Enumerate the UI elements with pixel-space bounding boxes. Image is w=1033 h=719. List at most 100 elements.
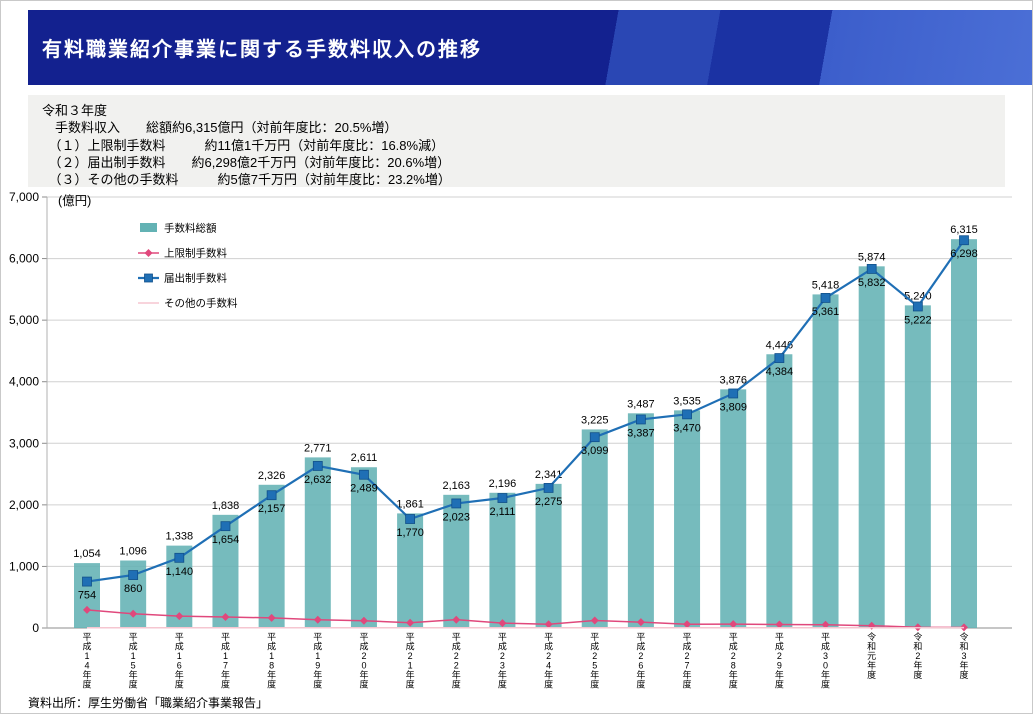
bar-total [582, 429, 608, 628]
marker-notification [821, 293, 830, 302]
bar-total [859, 266, 885, 628]
line-value-label: 5,361 [812, 306, 840, 318]
line-value-label: 2,111 [489, 506, 515, 518]
y-tick-label: 1,000 [9, 559, 39, 573]
bar-value-label: 2,341 [535, 469, 563, 481]
bar-value-label: 3,876 [719, 374, 747, 386]
marker-notification [221, 522, 230, 531]
summary-line-total: 手数料収入 総額約6,315億円（対前年度比：20.5%増） [42, 119, 1005, 136]
bar-value-label: 6,315 [950, 224, 978, 236]
title-banner: 有料職業紹介事業に関する手数料収入の推移 [28, 10, 1033, 85]
bar-total [905, 305, 931, 628]
bar-value-label: 3,487 [627, 398, 655, 410]
bar-value-label: 2,326 [258, 470, 286, 482]
bar-value-label: 1,338 [166, 531, 194, 543]
bar-total [766, 354, 792, 628]
line-value-label: 3,099 [581, 445, 609, 457]
legend-label: その他の手数料 [164, 297, 238, 310]
marker-notification [498, 494, 507, 503]
marker-notification [544, 483, 553, 492]
marker-notification [867, 264, 876, 273]
y-tick-label: 4,000 [9, 375, 39, 389]
bar-total [813, 294, 839, 628]
line-value-label: 1,770 [396, 527, 424, 539]
page-title: 有料職業紹介事業に関する手数料収入の推移 [42, 33, 482, 62]
chart-svg: 01,0002,0003,0004,0005,0006,0007,000(億円)… [0, 190, 1033, 714]
bar-value-label: 1,096 [119, 546, 147, 558]
legend-swatch-total [140, 223, 157, 232]
bar-value-label: 2,163 [442, 480, 470, 492]
y-tick-label: 6,000 [9, 252, 39, 266]
y-tick-label: 2,000 [9, 498, 39, 512]
line-value-label: 3,809 [719, 401, 747, 413]
marker-notification [406, 515, 415, 524]
y-axis-unit-label: (億円) [58, 194, 91, 208]
summary-line-year: 令和３年度 [42, 102, 1005, 119]
bar-value-label: 5,874 [858, 251, 886, 263]
bar-value-label: 3,535 [673, 395, 701, 407]
bar-value-label: 5,418 [812, 279, 840, 291]
line-value-label: 2,157 [258, 503, 286, 515]
marker-notification [636, 415, 645, 424]
line-value-label: 2,023 [442, 511, 470, 523]
summary-box: 令和３年度 手数料収入 総額約6,315億円（対前年度比：20.5%増） （１）… [28, 95, 1005, 187]
marker-notification [83, 577, 92, 586]
bar-total [720, 389, 746, 628]
line-value-label: 4,384 [766, 366, 794, 378]
marker-notification [775, 354, 784, 363]
marker-notification [267, 491, 276, 500]
bar-total [674, 410, 700, 628]
summary-line-other: （３）その他の手数料 約5億7千万円（対前年度比：23.2%増） [42, 171, 1005, 188]
bar-value-label: 2,196 [489, 478, 517, 490]
legend-label: 上限制手数料 [164, 247, 227, 260]
y-tick-label: 0 [32, 621, 39, 635]
marker-notification [129, 571, 138, 580]
summary-line-upper-limit: （１）上限制手数料 約11億1千万円（対前年度比：16.8%減） [42, 137, 1005, 154]
bar-total [951, 239, 977, 628]
line-value-label: 1,654 [212, 534, 240, 546]
legend-marker-upper-limit [145, 249, 153, 257]
line-value-label: 5,222 [904, 314, 932, 326]
line-value-label: 1,140 [166, 566, 194, 578]
legend-label: 手数料総額 [164, 222, 217, 235]
line-value-label: 3,387 [627, 427, 655, 439]
marker-notification [960, 236, 969, 245]
line-value-label: 5,832 [858, 277, 886, 289]
y-tick-label: 5,000 [9, 313, 39, 327]
marker-notification [683, 410, 692, 419]
line-value-label: 3,470 [673, 422, 701, 434]
line-value-label: 6,298 [950, 248, 978, 260]
line-value-label: 2,632 [304, 474, 332, 486]
legend-marker-notification [145, 274, 153, 282]
x-tick-label: 令和元年度 [867, 631, 876, 680]
marker-notification [359, 470, 368, 479]
legend-label: 届出制手数料 [164, 272, 227, 285]
marker-notification [175, 553, 184, 562]
bar-total [628, 413, 654, 628]
bar-value-label: 2,611 [351, 452, 378, 464]
marker-notification [590, 433, 599, 442]
line-value-label: 860 [124, 583, 142, 595]
line-value-label: 2,489 [350, 483, 378, 495]
line-value-label: 2,275 [535, 496, 563, 508]
marker-notification [452, 499, 461, 508]
source-note: 資料出所：厚生労働省「職業紹介事業報告」 [28, 694, 268, 711]
marker-notification [313, 461, 322, 470]
